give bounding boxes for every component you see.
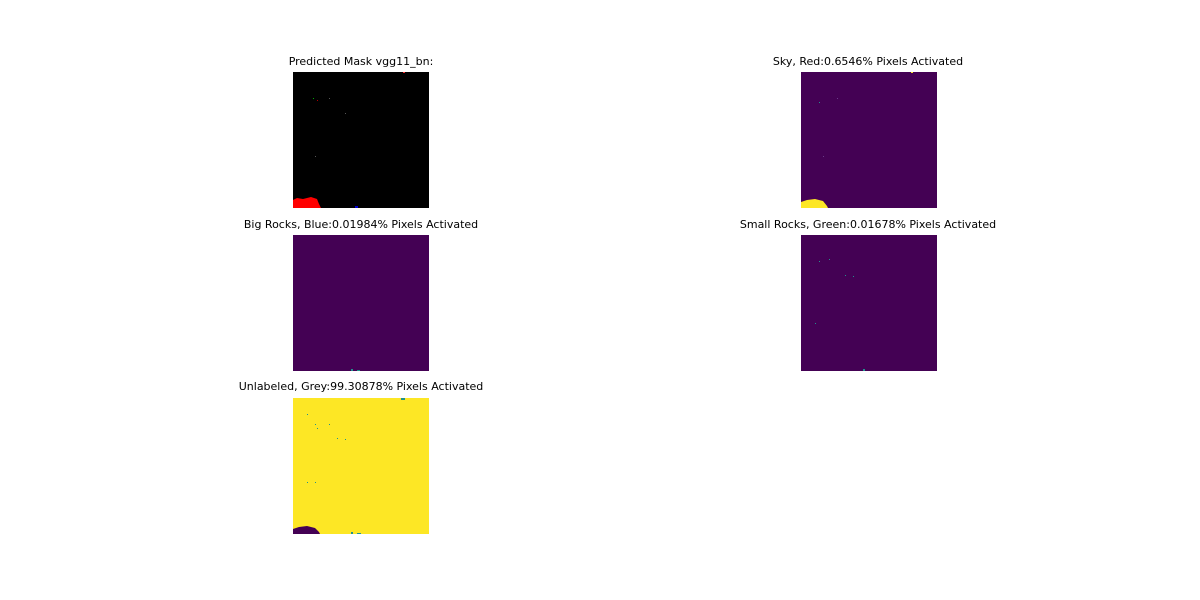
panel-title-predicted-mask: Predicted Mask vgg11_bn: (288, 55, 434, 68)
big-rocks-mask-image (293, 235, 429, 371)
unlabeled-mask-svg (293, 398, 429, 534)
predicted-mask-svg (293, 72, 429, 208)
predicted-mask-image (293, 72, 429, 208)
panel-title-big-rocks: Big Rocks, Blue:0.01984% Pixels Activate… (243, 218, 479, 231)
panel-title-small-rocks: Small Rocks, Green:0.01678% Pixels Activ… (739, 218, 997, 231)
panel-title-unlabeled: Unlabeled, Grey:99.30878% Pixels Activat… (238, 380, 484, 393)
sky-mask-svg (801, 72, 937, 208)
big-rocks-mask-svg (293, 235, 429, 371)
panel-title-sky: Sky, Red:0.6546% Pixels Activated (772, 55, 964, 68)
sky-mask-image (801, 72, 937, 208)
small-rocks-mask-image (801, 235, 937, 371)
small-rocks-mask-svg (801, 235, 937, 371)
unlabeled-mask-image (293, 398, 429, 534)
